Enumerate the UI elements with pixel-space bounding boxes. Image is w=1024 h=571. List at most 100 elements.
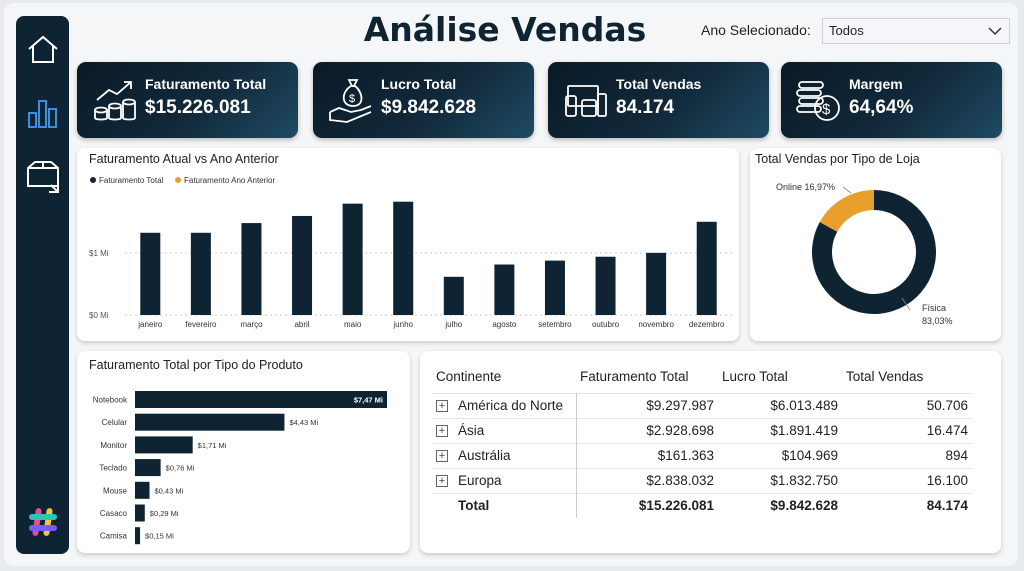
revenue-chart: Faturamento Total Faturamento Ano Anteri… (89, 176, 732, 329)
x-tick-label: agosto (492, 320, 517, 329)
bar-chart-icon[interactable] (23, 93, 63, 133)
lucro-cell: $1.891.419 (718, 417, 842, 443)
bar-março[interactable] (241, 223, 262, 315)
store-type-donut: Online 16,97% Física 83,03% (776, 182, 953, 326)
store-chart-title: Total Vendas por Tipo de Loja (755, 152, 920, 166)
table-total-row: Total $15.226.081 $9.842.628 84.174 (432, 492, 972, 518)
bar-maio[interactable] (342, 203, 363, 315)
faturamento-cell: $161.363 (576, 442, 718, 468)
expand-icon[interactable]: + (436, 450, 448, 463)
chevron-down-icon (987, 23, 1003, 42)
bar-junho[interactable] (393, 201, 414, 315)
product-chart-title: Faturamento Total por Tipo do Produto (89, 358, 303, 372)
fisica-leader-line (901, 297, 911, 311)
growth-coins-icon (91, 76, 139, 124)
x-tick-label: maio (344, 320, 362, 329)
total-vendas: 84.174 (842, 492, 972, 518)
category-label: Casaco (100, 509, 128, 518)
bar-janeiro[interactable] (140, 232, 161, 315)
kpi-card-lucro: $ Lucro Total $9.842.628 (313, 62, 534, 138)
continent-table-card: Continente Faturamento Total Lucro Total… (420, 351, 1001, 553)
table-row[interactable]: + Austrália $161.363 $104.969 894 (432, 442, 972, 468)
fisica-slice-label: Física (922, 303, 946, 313)
vendas-cell: 50.706 (842, 392, 972, 418)
home-icon[interactable] (23, 30, 63, 70)
box-return-icon[interactable] (23, 156, 63, 196)
total-label: Total (432, 492, 577, 518)
category-label: Monitor (100, 441, 127, 450)
continent-cell: + Europa (432, 467, 577, 493)
bar-casaco[interactable] (135, 504, 145, 522)
data-label: $4,43 Mi (289, 418, 318, 427)
product-chart-card: Faturamento Total por Tipo do Produto No… (77, 351, 410, 553)
bar-agosto[interactable] (494, 264, 515, 315)
kpi-card-margem: $ Margem 64,64% (781, 62, 1002, 138)
column-header-vendas[interactable]: Total Vendas (846, 369, 924, 385)
product-chart: Notebook $7,47 Mi Celular $4,43 Mi Monitor $1… (93, 391, 387, 545)
revenue-chart-title: Faturamento Atual vs Ano Anterior (89, 152, 279, 166)
donut-slice-física[interactable] (812, 190, 936, 314)
faturamento-cell: $2.928.698 (576, 417, 718, 443)
revenue-chart-card: Faturamento Atual vs Ano Anterior Fatura… (77, 148, 739, 341)
table-row[interactable]: + Ásia $2.928.698 $1.891.419 16.474 (432, 417, 972, 443)
page-title: Análise Vendas (363, 10, 647, 49)
category-label: Camisa (100, 532, 128, 541)
column-header-lucro[interactable]: Lucro Total (722, 369, 788, 385)
bar-monitor[interactable] (135, 436, 193, 454)
column-header-continente[interactable]: Continente (436, 369, 502, 385)
x-tick-label: outubro (592, 320, 620, 329)
expand-icon[interactable]: + (436, 425, 448, 438)
legend-marker-faturamento (90, 177, 96, 183)
lucro-cell: $6.013.489 (718, 392, 842, 418)
bar-novembro[interactable] (646, 252, 667, 315)
bar-celular[interactable] (135, 413, 285, 431)
column-header-faturamento[interactable]: Faturamento Total (580, 369, 689, 385)
faturamento-cell: $2.838.032 (576, 467, 718, 493)
category-label: Mouse (103, 486, 128, 495)
vendas-cell: 894 (842, 442, 972, 468)
kpi-label: Total Vendas (616, 76, 702, 92)
continent-name: Austrália (458, 448, 511, 463)
expand-icon[interactable]: + (436, 400, 448, 413)
bar-notebook[interactable] (135, 391, 387, 408)
legend-label: Faturamento Ano Anterior (184, 176, 276, 185)
x-tick-label: setembro (538, 320, 572, 329)
bar-julho[interactable] (443, 276, 464, 315)
y-tick-label: $1 Mi (89, 249, 109, 258)
year-filter-dropdown[interactable]: Todos (822, 18, 1010, 44)
table-row[interactable]: + América do Norte $9.297.987 $6.013.489 … (432, 392, 972, 418)
total-lucro: $9.842.628 (718, 492, 842, 518)
kpi-value: $9.842.628 (381, 97, 477, 118)
y-tick-label: $0 Mi (89, 311, 109, 320)
bar-setembro[interactable] (544, 260, 565, 315)
bar-dezembro[interactable] (696, 221, 717, 315)
data-label: $0,29 Mi (150, 509, 179, 518)
expand-icon[interactable]: + (436, 475, 448, 488)
continent-table: Continente Faturamento Total Lucro Total… (432, 361, 972, 518)
continent-cell: + Ásia (432, 417, 577, 443)
bar-teclado[interactable] (135, 459, 161, 477)
continent-name: Europa (458, 473, 502, 488)
x-tick-label: janeiro (137, 320, 163, 329)
x-tick-label: junho (392, 320, 413, 329)
lucro-cell: $104.969 (718, 442, 842, 468)
bar-abril[interactable] (292, 215, 313, 315)
table-row[interactable]: + Europa $2.838.032 $1.832.750 16.100 (432, 467, 972, 493)
kpi-label: Margem (849, 76, 903, 92)
lucro-cell: $1.832.750 (718, 467, 842, 493)
sidebar (16, 16, 69, 554)
x-tick-label: novembro (638, 320, 674, 329)
money-bag-hand-icon: $ (327, 76, 375, 124)
bar-mouse[interactable] (135, 481, 150, 499)
bar-camisa[interactable] (135, 527, 141, 545)
data-label: $7,47 Mi (354, 396, 383, 405)
devices-icon (562, 76, 610, 124)
donut-slice-online[interactable] (819, 190, 874, 232)
bar-fevereiro[interactable] (190, 232, 211, 315)
coins-icon: $ (795, 76, 843, 124)
bar-outubro[interactable] (595, 256, 616, 315)
year-filter-value: Todos (829, 23, 864, 38)
category-label: Celular (102, 418, 128, 427)
svg-text:$: $ (822, 101, 831, 118)
vendas-cell: 16.474 (842, 417, 972, 443)
